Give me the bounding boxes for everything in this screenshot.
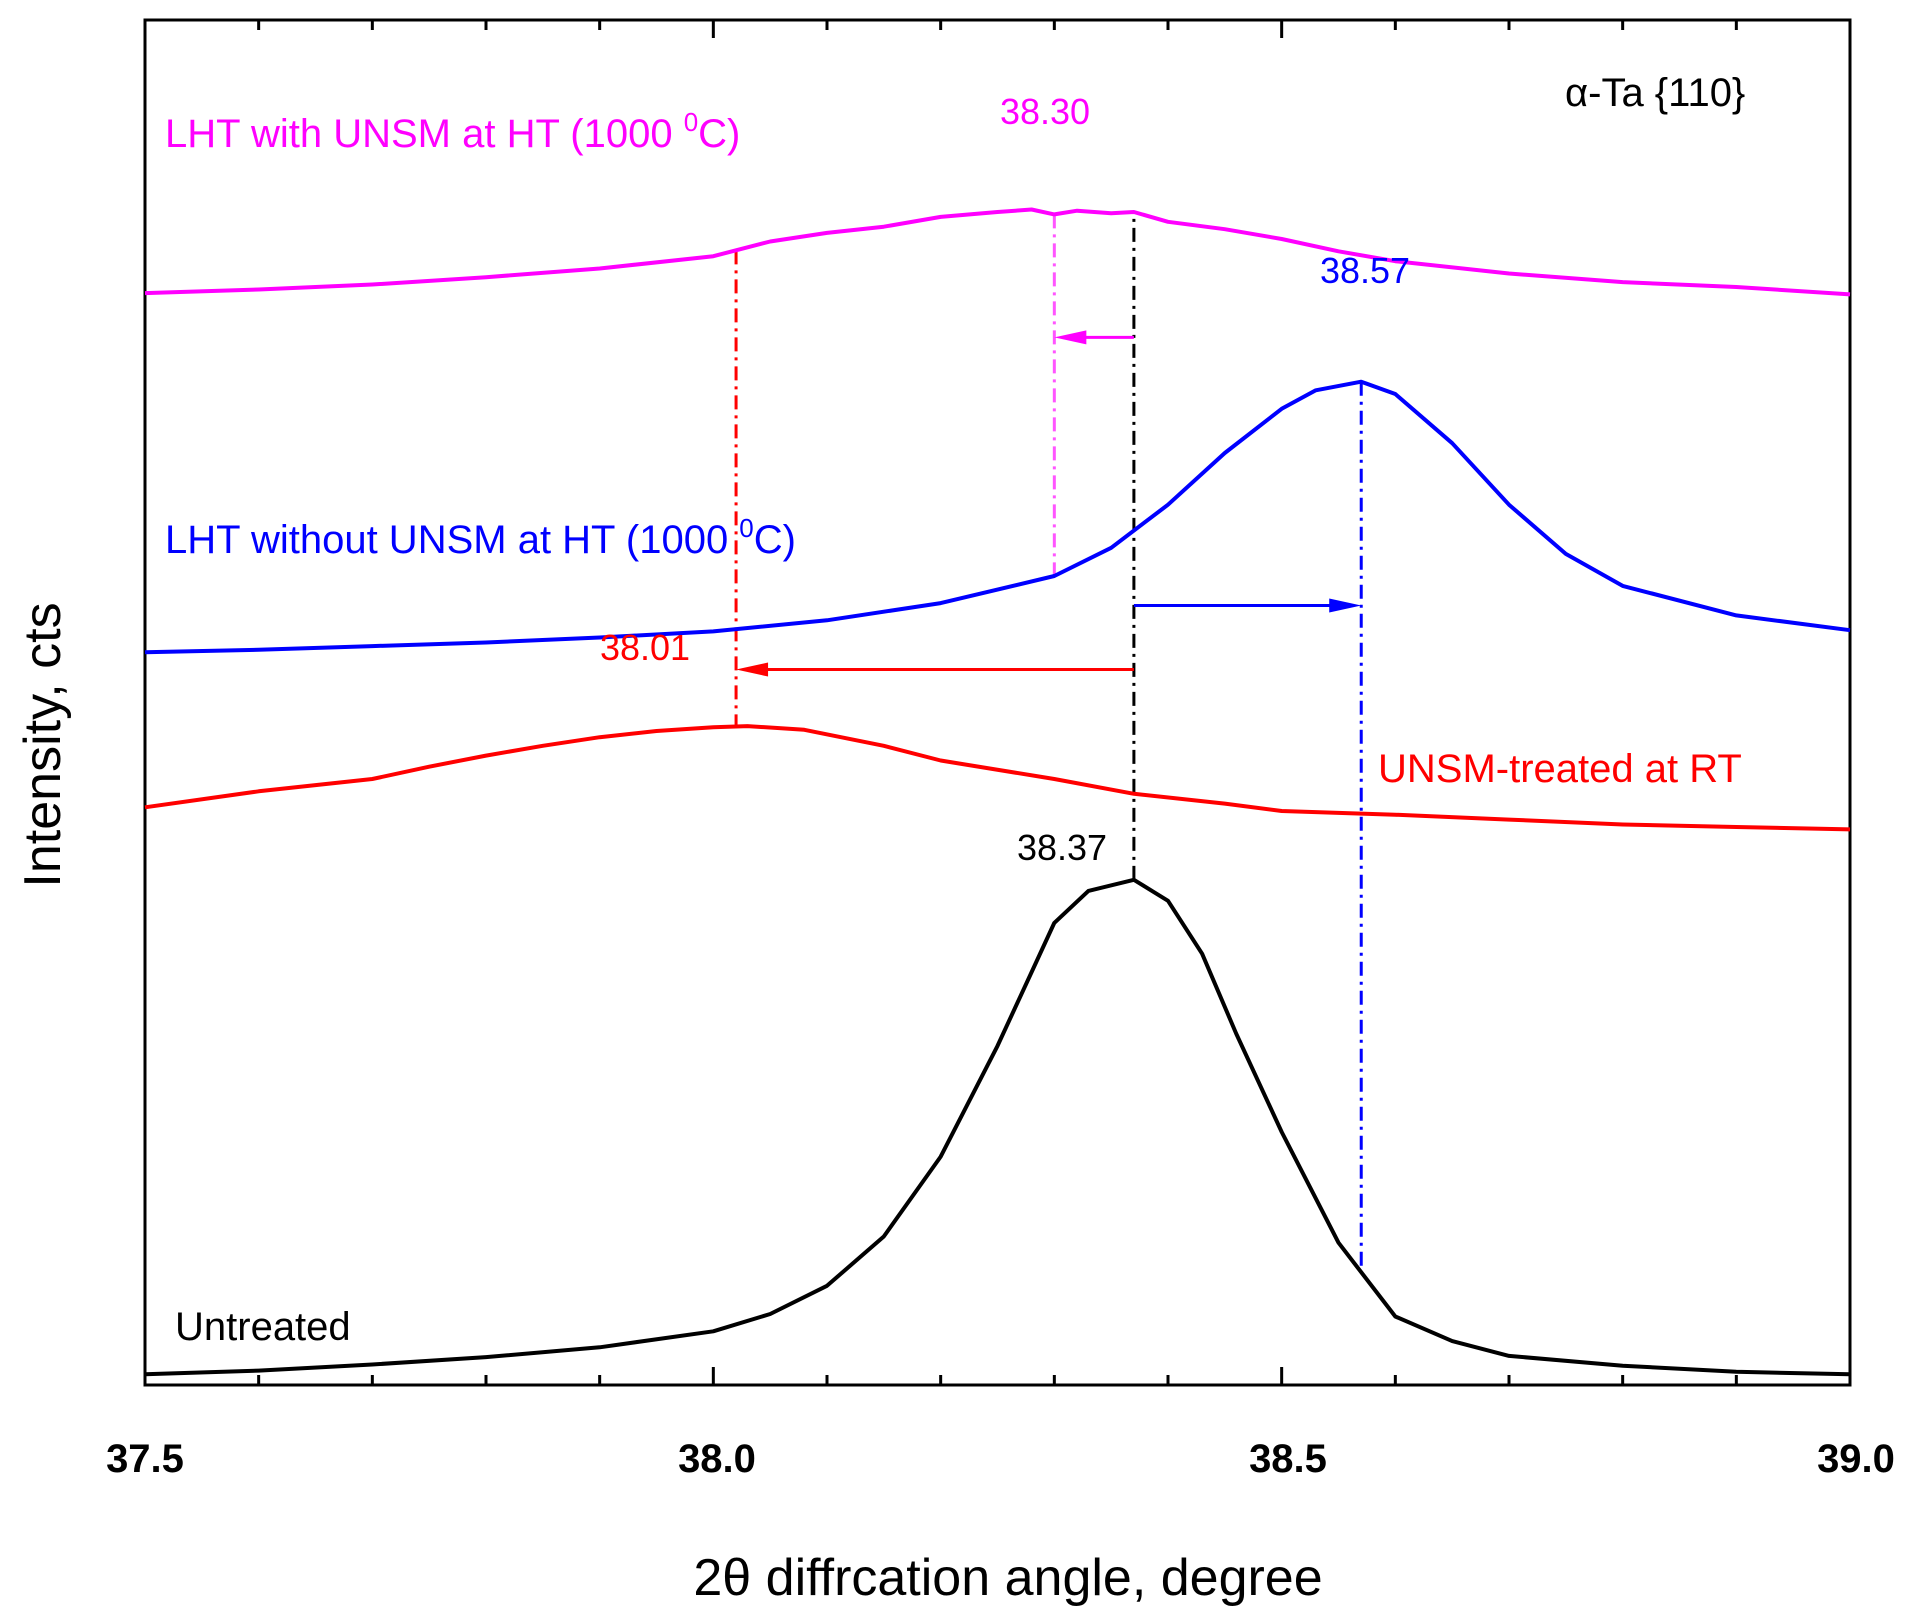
series-label-lht-with-unsm: LHT with UNSM at HT (1000 0C)	[165, 107, 740, 156]
peak-label-38-30: 38.30	[1000, 91, 1090, 132]
series-label-lht-without-unsm: LHT without UNSM at HT (1000 0C)	[165, 513, 796, 562]
x-tick-label: 37.5	[106, 1437, 184, 1481]
phase-label: α-Ta {110}	[1565, 71, 1745, 115]
y-axis-title: Intensity, cts	[14, 602, 72, 887]
series-line-unsm-rt	[144, 724, 1851, 832]
series-line-lht-without-unsm	[144, 379, 1851, 655]
x-tick-label: 38.0	[678, 1437, 756, 1481]
peak-label-38-57: 38.57	[1320, 250, 1410, 291]
peak-label-38-37: 38.37	[1017, 827, 1107, 868]
series-label-unsm-rt: UNSM-treated at RT	[1378, 747, 1742, 791]
shift-arrow-38-01-head	[736, 662, 769, 677]
series-line-lht-with-unsm	[144, 207, 1851, 297]
series-line-untreated	[144, 877, 1851, 1377]
peak-label-38-01: 38.01	[600, 627, 690, 668]
plot-frame	[143, 18, 1852, 1387]
shift-arrow-38-30-head	[1054, 330, 1087, 345]
x-tick-label: 39.0	[1817, 1437, 1895, 1481]
x-axis-title: 2θ diffrcation angle, degree	[693, 1549, 1322, 1607]
x-tick-label: 38.5	[1249, 1437, 1327, 1481]
series-label-untreated: Untreated	[175, 1305, 351, 1349]
shift-arrow-38-57-head	[1329, 598, 1362, 613]
